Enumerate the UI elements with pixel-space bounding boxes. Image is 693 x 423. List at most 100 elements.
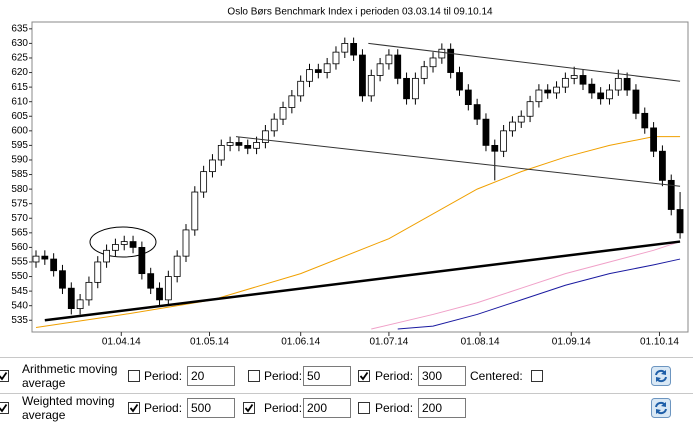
candle-body [597, 92, 605, 100]
candle-body [164, 276, 172, 301]
check-mark [0, 403, 8, 413]
candle-body [226, 142, 234, 146]
candle-body [588, 83, 596, 94]
candle-body [667, 179, 675, 210]
candle-body [500, 130, 508, 152]
candle-body [482, 118, 490, 146]
period-label: Period: [144, 401, 183, 415]
period-input[interactable]: 50 [303, 365, 351, 386]
candle-body [632, 89, 640, 114]
x-tick-label: 01.06.14 [281, 337, 320, 348]
period-input[interactable]: 200 [303, 398, 351, 418]
candle-body [606, 89, 613, 100]
candle-body [32, 255, 40, 263]
x-tick-label: 01.07.14 [369, 337, 408, 348]
candle-body [394, 54, 402, 79]
period-input[interactable]: 200 [418, 398, 466, 418]
y-tick-label: 570 [11, 213, 28, 224]
y-tick-label: 585 [11, 169, 28, 180]
plot-layer: 535 540 545 550 555 560 565 570 575 580 585 590 595 6… [11, 23, 684, 348]
checkbox[interactable] [358, 402, 370, 414]
candle-body [509, 121, 516, 132]
candle-body [491, 144, 499, 152]
candle-body [403, 77, 410, 100]
candle-body [323, 63, 331, 73]
y-tick-label: 600 [11, 125, 28, 136]
refresh-button[interactable] [651, 365, 671, 386]
y-tick-label: 620 [11, 67, 28, 78]
x-tick-label: 01.04.14 [102, 337, 141, 348]
y-tick-label: 610 [11, 96, 28, 107]
check-mark [129, 403, 139, 413]
candle-body [464, 89, 472, 106]
highlight-ellipse [89, 226, 157, 258]
candle-body [288, 95, 296, 108]
moving-average-line [397, 258, 681, 330]
checkbox[interactable] [531, 369, 543, 382]
y-tick-label: 635 [11, 23, 28, 34]
candle-body [279, 107, 287, 120]
y-tick-label: 550 [11, 271, 28, 282]
y-tick-label: 540 [11, 300, 28, 311]
checkbox[interactable] [243, 402, 255, 414]
y-tick-label: 630 [11, 38, 28, 49]
candle-body [173, 255, 181, 277]
candle-body [200, 171, 208, 193]
candle-body [270, 118, 278, 132]
period-input[interactable]: 500 [187, 398, 235, 418]
candle-body [456, 72, 463, 91]
candle-body [156, 287, 163, 301]
candle-body [429, 57, 437, 68]
candle-body [41, 255, 49, 260]
candle-body [85, 281, 93, 301]
x-tick-label: 01.05.14 [190, 337, 229, 348]
y-tick-label: 590 [11, 155, 28, 166]
candle-body [561, 77, 569, 88]
candle-body [297, 80, 305, 97]
candle-body [76, 299, 84, 310]
candle-body [579, 75, 587, 85]
period-input[interactable]: 300 [418, 365, 466, 386]
candle-body [244, 144, 252, 149]
candle-body [641, 112, 649, 129]
period-label: Period: [375, 401, 414, 415]
candle-body [217, 144, 225, 161]
candle-body [94, 261, 102, 283]
candle-body [659, 150, 666, 181]
candle-body [261, 130, 269, 143]
candle-body [420, 66, 428, 79]
checkbox[interactable] [248, 369, 260, 382]
candle-body [314, 69, 322, 73]
trend-line [44, 240, 681, 322]
checkbox[interactable] [358, 369, 370, 382]
control-row: Weighted moving average Period: 500 Period:… [0, 393, 693, 422]
candle-body [650, 127, 657, 152]
moving-average-line [371, 241, 681, 330]
check-mark [0, 371, 8, 380]
checkbox[interactable] [0, 402, 9, 414]
candle-body [341, 43, 349, 53]
period-label: Period: [375, 368, 414, 383]
candle-body [67, 287, 75, 310]
candle-body [359, 54, 366, 97]
candle-body [614, 77, 622, 91]
candle-body [676, 209, 684, 234]
candle-body [367, 75, 375, 97]
trend-line [235, 136, 681, 187]
candle-body [438, 48, 446, 59]
checkbox[interactable] [128, 402, 140, 414]
checkbox[interactable] [0, 369, 9, 382]
checkbox[interactable] [128, 369, 140, 382]
candle-body [50, 258, 58, 272]
y-tick-label: 605 [11, 111, 28, 122]
period-label: Period: [264, 401, 303, 415]
y-tick-label: 555 [11, 257, 28, 268]
period-input[interactable]: 20 [187, 365, 235, 386]
trend-line [368, 42, 681, 82]
refresh-button[interactable] [651, 398, 671, 418]
row-label: Arithmetic moving average [22, 361, 118, 390]
chart: Oslo Børs Benchmark Index i perioden 03.… [11, 7, 689, 348]
candle-body [544, 89, 552, 94]
y-tick-label: 565 [11, 227, 28, 238]
control-panel: Arithmetic moving average Period: 20 Period… [0, 355, 693, 422]
